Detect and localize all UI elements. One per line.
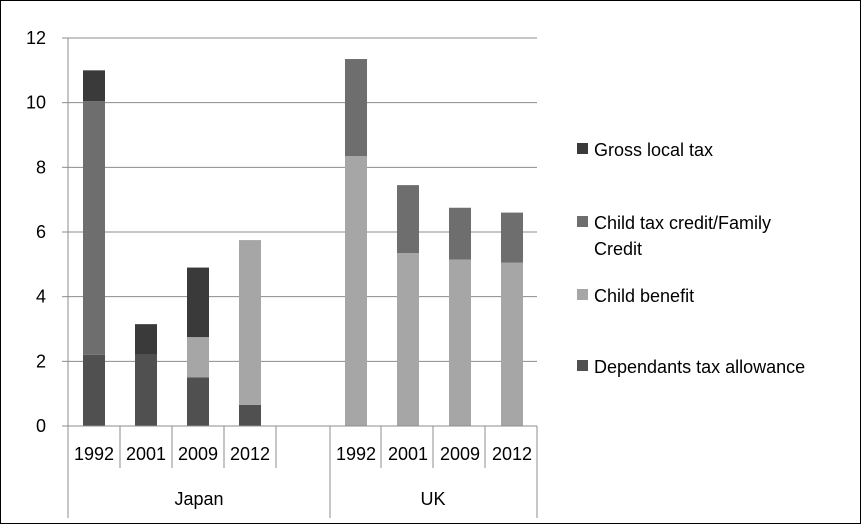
x-category-label: 2009	[178, 444, 218, 464]
bar-segment-child-benefit	[239, 240, 261, 405]
x-group-label: UK	[420, 489, 445, 509]
bar-segment-dependants-tax-allowance	[239, 404, 261, 426]
legend-label: Child benefit	[594, 286, 694, 306]
legend-label-line: Child benefit	[594, 286, 694, 306]
bar-segment-child-benefit	[449, 259, 471, 426]
axes: 0 2 4 6 8 10 12 1992 2001 2009 2012 1992 2001 2009 201…	[26, 28, 538, 518]
bar-segment-dependants-tax-allowance	[83, 354, 105, 426]
bar-segment-dependants-tax-allowance	[187, 377, 209, 426]
y-tick-label: 10	[26, 93, 46, 113]
legend: Gross local tax Child tax credit/Family Cr…	[577, 140, 805, 377]
y-tick-label: 4	[36, 287, 46, 307]
x-group-label: Japan	[174, 489, 223, 509]
bar-segment-dependants-tax-allowance	[135, 354, 157, 426]
x-category-label: 2001	[388, 444, 428, 464]
x-category-label: 2012	[230, 444, 270, 464]
legend-swatch	[577, 143, 588, 154]
bar-segment-child-benefit	[501, 262, 523, 426]
bar-segment-child-benefit	[397, 253, 419, 426]
legend-label-line: Child tax credit/Family	[594, 213, 771, 233]
bar-segment-gross-local-tax	[135, 324, 157, 355]
legend-label: Dependants tax allowance	[594, 357, 805, 377]
legend-label-line: Gross local tax	[594, 140, 713, 160]
y-tick-label: 0	[36, 416, 46, 436]
y-tick-label: 2	[36, 351, 46, 371]
y-tick-label: 6	[36, 222, 46, 242]
y-tick-label: 12	[26, 28, 46, 48]
bar-segment-gross-local-tax	[83, 70, 105, 102]
bar-segment-child-tax-credit-family-credit	[501, 212, 523, 263]
bar-segment-child-tax-credit-family-credit	[345, 59, 367, 157]
x-category-label: 2009	[440, 444, 480, 464]
bar-segment-gross-local-tax	[187, 267, 209, 338]
legend-swatch	[577, 360, 588, 371]
bar-segment-child-tax-credit-family-credit	[397, 185, 419, 254]
bar-segment-child-benefit	[187, 337, 209, 378]
y-tick-label: 8	[36, 157, 46, 177]
x-category-label: 1992	[74, 444, 114, 464]
x-category-label: 2012	[492, 444, 532, 464]
bar-segment-child-benefit	[345, 156, 367, 426]
legend-label: Gross local tax	[594, 140, 713, 160]
legend-label-line: Credit	[594, 239, 642, 259]
x-category-label: 1992	[336, 444, 376, 464]
bar-segment-child-tax-credit-family-credit	[83, 101, 105, 355]
bar-segment-child-tax-credit-family-credit	[449, 207, 471, 260]
legend-swatch	[577, 289, 588, 300]
legend-swatch	[577, 216, 588, 227]
legend-label-line: Dependants tax allowance	[594, 357, 805, 377]
bars	[83, 59, 523, 426]
legend-label: Child tax credit/Family Credit	[594, 213, 771, 259]
x-category-label: 2001	[126, 444, 166, 464]
